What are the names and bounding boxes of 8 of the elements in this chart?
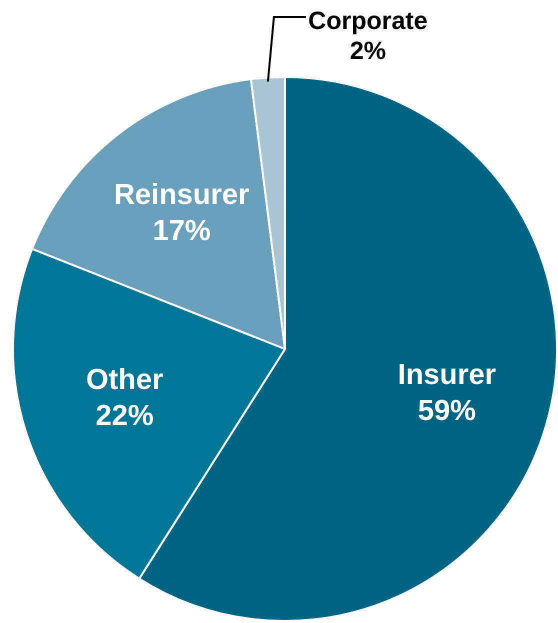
slice-label: Corporate (308, 7, 428, 35)
data-label: 2% (350, 37, 386, 65)
data-label: 59% (418, 395, 476, 428)
slice-label: Reinsurer (114, 178, 250, 211)
data-label: 22% (96, 400, 154, 432)
data-label: 17% (152, 214, 211, 247)
slice-label: Other (86, 364, 164, 396)
slice-label: Insurer (398, 359, 496, 392)
